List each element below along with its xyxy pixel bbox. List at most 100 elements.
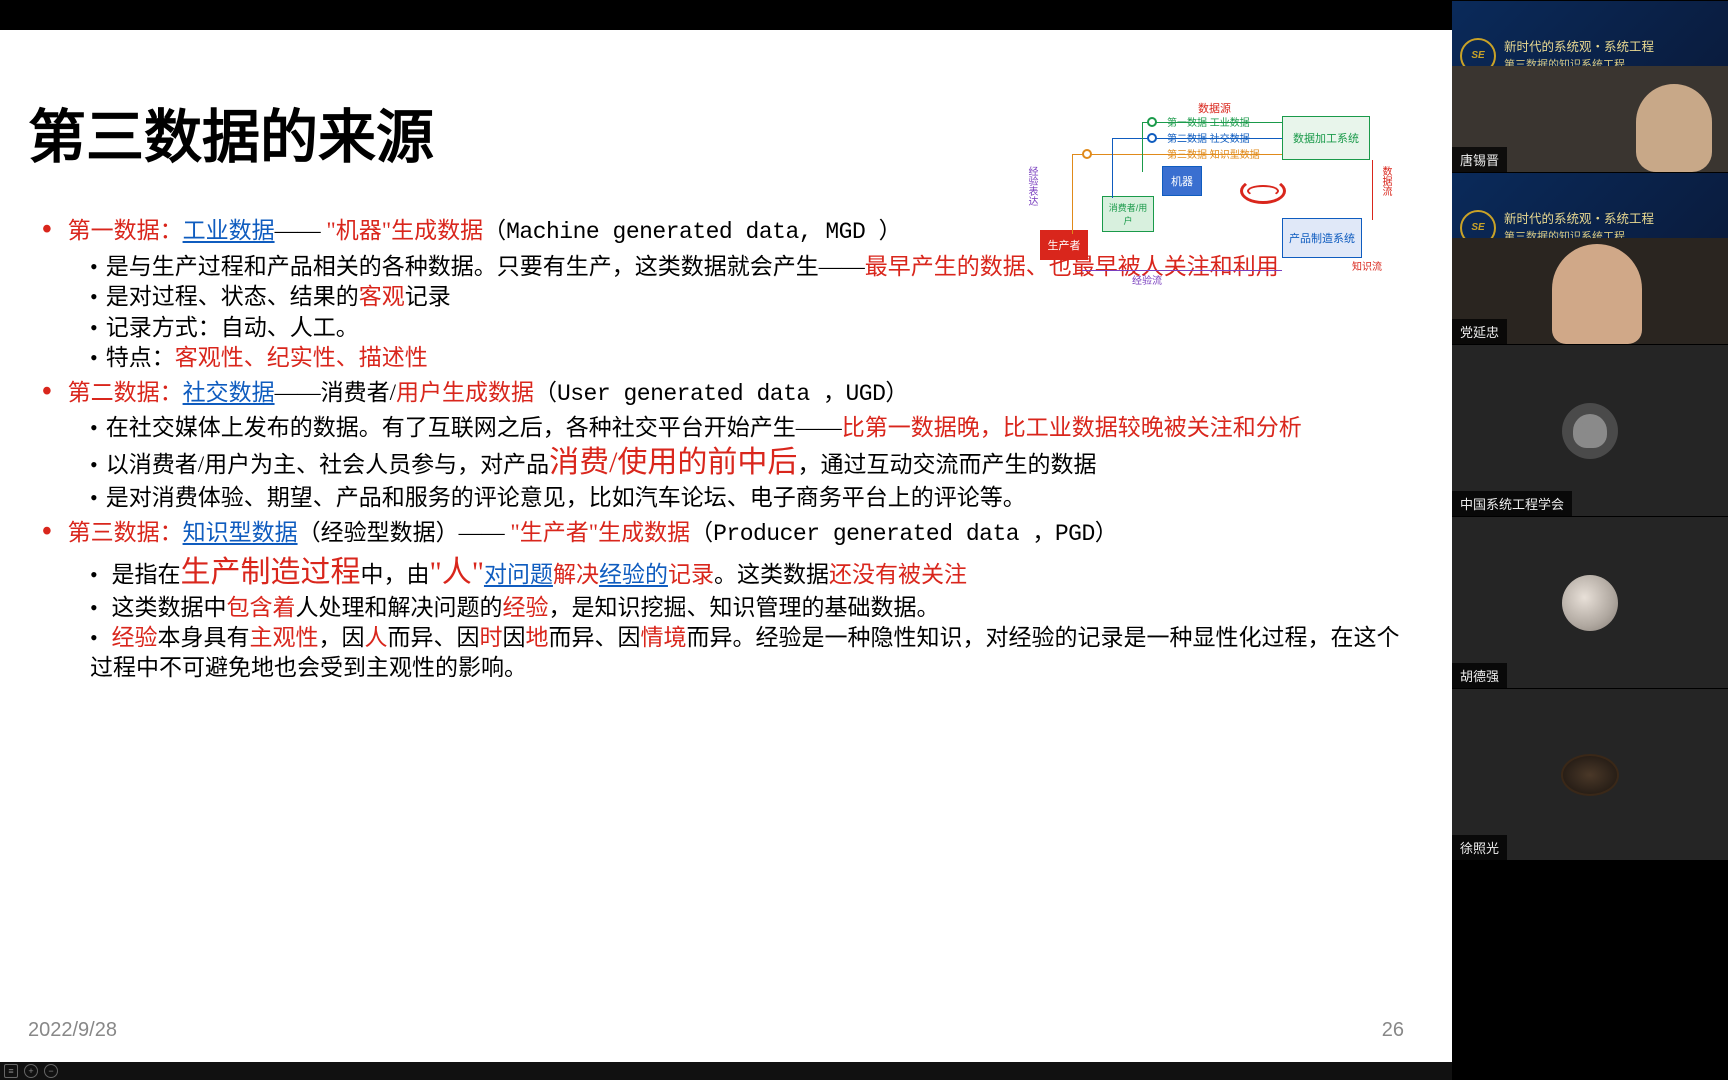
s2-label: 第二数据： <box>68 380 183 405</box>
diagram-v3 <box>1072 154 1073 234</box>
s2i2-post: ，通过互动交流而产生的数据 <box>797 452 1096 477</box>
avatar-image-icon <box>1562 575 1618 631</box>
diagram-label-2: 第二数据 社交数据 <box>1167 130 1250 145</box>
diagram-v-right <box>1372 160 1373 220</box>
slide-footer: 2022/9/28 26 <box>28 1019 1404 1042</box>
diagram-dot-3 <box>1082 149 1092 159</box>
presentation-toolbar: ≡ + − <box>0 1062 1452 1080</box>
s2i3-pre: 是对消费体验、期望、产品和服务的评论意见，比如汽车论坛、电子商务平台上的评论等。 <box>106 485 1026 510</box>
s2-eng: User generated data ，UGD <box>557 381 885 407</box>
s3-type: 知识型数据 <box>183 520 298 545</box>
s3-label: 第三数据： <box>68 520 183 545</box>
s3i1-bu: 对问题 <box>484 562 553 587</box>
participants-panel: SE 新时代的系统观・系统工程 第三数据的知识系统工程 唐锡晋 SE 新时代的系… <box>1452 0 1728 1080</box>
s3i3-m4: 而异、因 <box>548 625 640 650</box>
top-black-bar <box>0 0 1452 30</box>
s3-eng: Producer generated data ，PGD <box>713 521 1095 547</box>
diagram-box-producer: 生产者 <box>1040 230 1088 260</box>
s3-p1: （ <box>690 520 713 545</box>
s1-p2: ） <box>879 218 902 243</box>
section-2-header: 第二数据：社交数据——消费者/用户生成数据（User generated dat… <box>42 374 1422 410</box>
s3i3-hl4: 地 <box>525 625 548 650</box>
s2i1-hl: 比第一数据晚，比工业数据较晚被关注和分析 <box>842 415 1302 440</box>
s3i1-hl: 还没有被关注 <box>829 562 967 587</box>
s2i2-pre: 以消费者/用户为主、社会人员参与，对产品 <box>106 452 549 477</box>
s1i4-hl: 客观性、纪实性、描述性 <box>175 345 428 370</box>
diagram-box-mfg: 产品制造系统 <box>1282 218 1362 258</box>
participant-tile-5[interactable]: 徐照光 <box>1452 688 1728 860</box>
s1i2-post: 记录 <box>405 284 451 309</box>
s3i1-bu2: 经验的 <box>599 562 668 587</box>
s3i3-pre: 本身具有 <box>157 625 249 650</box>
participant-name-4: 胡德强 <box>1452 663 1507 688</box>
s3-item-2: 这类数据中包含着人处理和解决问题的经验，是知识挖掘、知识管理的基础数据。 <box>90 593 1422 622</box>
s1i3-pre: 记录方式：自动、人工。 <box>106 315 359 340</box>
diagram-label-3: 第三数据 知识型数据 <box>1167 146 1260 161</box>
s1i2-hl: 客观 <box>359 284 405 309</box>
s3-gen: "生产者"生成数据 <box>510 520 690 545</box>
diagram-v2 <box>1112 138 1113 198</box>
diagram-bottom-line <box>1082 270 1282 271</box>
diagram-dot-2 <box>1147 133 1157 143</box>
s3i3-hl5: 情境 <box>640 625 686 650</box>
s3i2-hl: 包含着 <box>226 595 295 620</box>
s2-p1: （ <box>534 380 557 405</box>
toolbar-menu-icon[interactable]: ≡ <box>4 1064 18 1078</box>
tile-1-title: 新时代的系统观・系统工程 <box>1504 40 1654 54</box>
s3i2-mid: 人处理和解决问题的 <box>295 595 502 620</box>
s2-item-2: 以消费者/用户为主、社会人员参与，对产品消费/使用的前中后，通过互动交流而产生的… <box>90 444 1422 482</box>
s2-p2: ） <box>885 380 908 405</box>
diagram-label-1: 第一数据 工业数据 <box>1167 114 1250 129</box>
toolbar-zoom-out-icon[interactable]: − <box>44 1064 58 1078</box>
slide-date: 2022/9/28 <box>28 1019 117 1042</box>
s1-item-4: 特点：客观性、纪实性、描述性 <box>90 343 1422 372</box>
s2i1-pre: 在社交媒体上发布的数据。有了互联网之后，各种社交平台开始产生—— <box>106 415 842 440</box>
diagram-swirl-icon <box>1240 178 1286 204</box>
s1-p1: （ <box>483 218 506 243</box>
s3-pp: （经验型数据）—— <box>298 520 511 545</box>
diagram-box-process: 数据加工系统 <box>1282 116 1370 160</box>
s3i2-post: ，是知识挖掘、知识管理的基础数据。 <box>548 595 939 620</box>
s3i1-br2: "人" <box>429 556 484 589</box>
s3i3-hl3: 时 <box>479 625 502 650</box>
avatar-image-icon <box>1561 754 1619 796</box>
slide-page-number: 26 <box>1382 1019 1404 1042</box>
diagram-bottom-label: 经验流 <box>1132 272 1162 287</box>
s3-p2: ） <box>1095 520 1118 545</box>
main-presentation-area: 第三数据的来源 数据源 第一数据 工业数据 第二数据 社交数据 第三数据 知识型… <box>0 0 1452 1080</box>
s3i2-pre: 这类数据中 <box>111 595 226 620</box>
s3i1-rs2: 记录 <box>668 562 714 587</box>
s3i1-rs: 解决 <box>553 562 599 587</box>
diagram-right-label-2: 知识流 <box>1352 258 1382 273</box>
panel-filler <box>1452 860 1728 1080</box>
s3i1-br: 生产制造过程 <box>180 556 360 589</box>
toolbar-zoom-in-icon[interactable]: + <box>24 1064 38 1078</box>
s3i1-m1: 中，由 <box>360 562 429 587</box>
participant-tile-1[interactable]: SE 新时代的系统观・系统工程 第三数据的知识系统工程 唐锡晋 <box>1452 0 1728 172</box>
s3i3-hl: 主观性 <box>249 625 318 650</box>
s3i1-post: 。这类数据 <box>714 562 829 587</box>
section-3-header: 第三数据：知识型数据（经验型数据）—— "生产者"生成数据（Producer g… <box>42 514 1422 550</box>
participant-tile-2[interactable]: SE 新时代的系统观・系统工程 第三数据的知识系统工程 党延忠 <box>1452 172 1728 344</box>
slide: 第三数据的来源 数据源 第一数据 工业数据 第二数据 社交数据 第三数据 知识型… <box>0 30 1452 1062</box>
s1-label: 第一数据： <box>68 218 183 243</box>
s1i1-pre: 是与生产过程和产品相关的各种数据。只要有生产，这类数据就会产生—— <box>106 254 865 279</box>
s3-item-3: 经验本身具有主观性，因人而异、因时因地而异、因情境而异。经验是一种隐性知识，对经… <box>90 623 1422 682</box>
s3-item-1: 是指在生产制造过程中，由"人"对问题解决经验的记录。这类数据还没有被关注 <box>90 554 1422 592</box>
s3i3-hl2: 人 <box>364 625 387 650</box>
participant-tile-4[interactable]: 胡德强 <box>1452 516 1728 688</box>
diagram-box-machine: 机器 <box>1162 166 1202 196</box>
diagram-v1 <box>1142 122 1143 172</box>
participant-tile-3[interactable]: 中国系统工程学会 <box>1452 344 1728 516</box>
diagram-box-consumer: 消费者/用户 <box>1102 196 1154 232</box>
default-avatar-icon <box>1562 403 1618 459</box>
participant-name-5: 徐照光 <box>1452 835 1507 860</box>
s1i4-pre: 特点： <box>106 345 175 370</box>
s2-item-3: 是对消费体验、期望、产品和服务的评论意见，比如汽车论坛、电子商务平台上的评论等。 <box>90 483 1422 512</box>
s2-item-1: 在社交媒体上发布的数据。有了互联网之后，各种社交平台开始产生——比第一数据晚，比… <box>90 413 1422 442</box>
s3i2-hl2: 经验 <box>502 595 548 620</box>
s2-gen: 用户生成数据 <box>396 380 534 405</box>
tile-2-title: 新时代的系统观・系统工程 <box>1504 212 1654 226</box>
s2-type: 社交数据 <box>183 380 275 405</box>
diagram-dot-1 <box>1147 117 1157 127</box>
